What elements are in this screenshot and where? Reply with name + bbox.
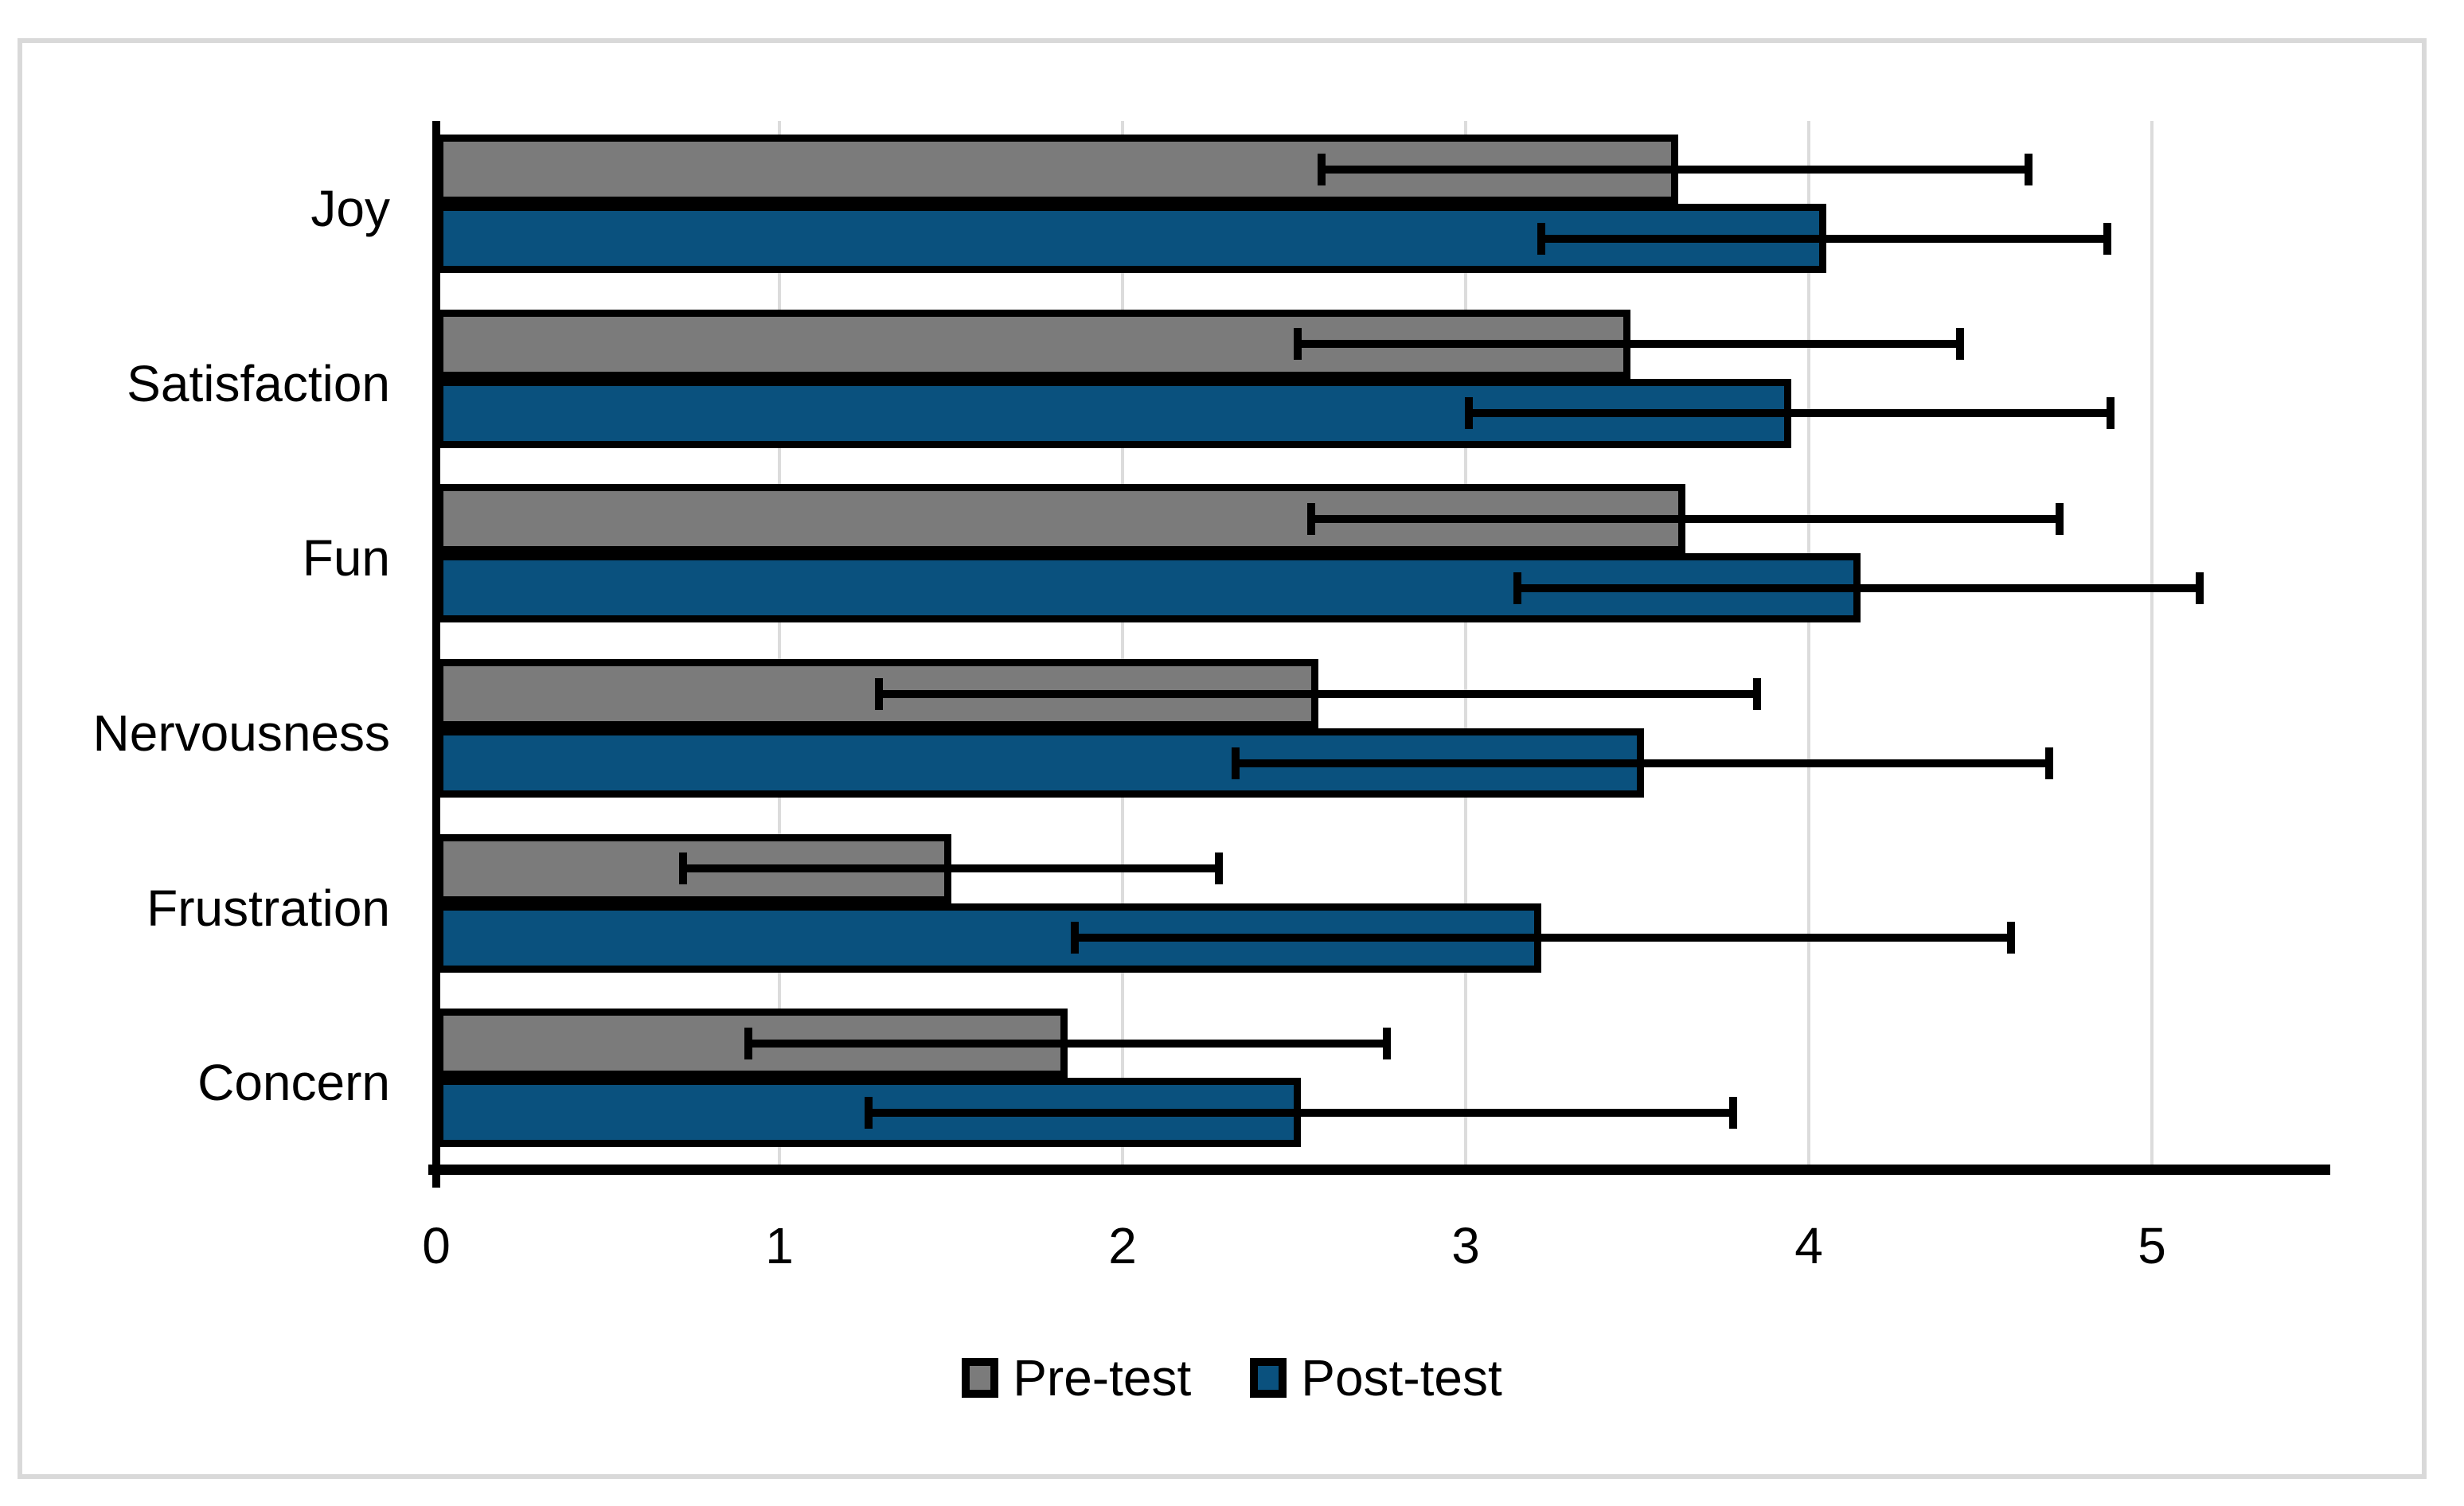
error-cap-low-pre-test-joy [1317, 153, 1326, 185]
error-cap-high-post-test-fun [2196, 572, 2204, 604]
category-label-satisfaction: Satisfaction [127, 354, 390, 412]
error-cap-high-post-test-joy [2103, 222, 2111, 255]
error-cap-high-pre-test-joy [2024, 153, 2033, 185]
tick-label-0: 0 [422, 1217, 451, 1274]
error-bar-post-test-fun [1517, 583, 2200, 592]
error-cap-low-post-test-frustration [1070, 922, 1079, 954]
category-axis-line [432, 121, 440, 1188]
legend-item-post-test: Post-test [1250, 1348, 1502, 1407]
error-bar-pre-test-frustration [683, 864, 1219, 873]
error-cap-low-pre-test-satisfaction [1293, 328, 1302, 361]
error-cap-high-post-test-nervousness [2044, 747, 2053, 779]
error-bar-pre-test-concern [748, 1039, 1387, 1048]
gridline-1 [778, 121, 781, 1170]
error-cap-low-post-test-nervousness [1232, 747, 1240, 779]
bar-pre-test-joy [436, 135, 1679, 204]
category-label-fun: Fun [302, 529, 390, 587]
error-cap-high-pre-test-fun [2055, 502, 2064, 535]
error-cap-high-pre-test-satisfaction [1955, 328, 1964, 361]
error-bar-post-test-satisfaction [1469, 409, 2111, 418]
error-bar-post-test-joy [1540, 234, 2107, 243]
error-bar-pre-test-fun [1311, 514, 2060, 523]
error-bar-post-test-frustration [1074, 934, 2012, 942]
legend-item-pre-test: Pre-test [962, 1348, 1191, 1407]
error-cap-high-post-test-frustration [2007, 922, 2016, 954]
tick-label-2: 2 [1108, 1217, 1137, 1274]
gridline-5 [2150, 121, 2154, 1170]
error-bar-post-test-nervousness [1236, 759, 2049, 767]
value-axis-line [428, 1165, 2330, 1175]
legend: Pre-test Post-test [0, 1348, 2464, 1407]
error-bar-pre-test-satisfaction [1297, 340, 1960, 349]
error-cap-high-pre-test-concern [1382, 1027, 1391, 1059]
category-label-joy: Joy [310, 179, 390, 237]
gridline-2 [1121, 121, 1124, 1170]
gridline-3 [1464, 121, 1467, 1170]
error-cap-low-post-test-fun [1513, 572, 1521, 604]
tick-label-1: 1 [765, 1217, 794, 1274]
error-cap-high-pre-test-nervousness [1753, 677, 1762, 710]
legend-swatch-post-test [1250, 1358, 1287, 1398]
tick-label-4: 4 [1794, 1217, 1823, 1274]
error-cap-low-pre-test-frustration [679, 852, 688, 885]
error-cap-low-pre-test-fun [1307, 502, 1316, 535]
error-bar-pre-test-joy [1321, 165, 2029, 174]
error-cap-high-pre-test-frustration [1214, 852, 1223, 885]
error-cap-high-post-test-concern [1729, 1096, 1738, 1129]
category-label-concern: Concern [197, 1054, 390, 1112]
tick-label-3: 3 [1451, 1217, 1480, 1274]
legend-label-post-test: Post-test [1301, 1349, 1502, 1407]
error-cap-low-post-test-concern [865, 1096, 873, 1129]
error-bar-post-test-concern [869, 1108, 1734, 1117]
legend-label-pre-test: Pre-test [1013, 1349, 1192, 1407]
category-label-frustration: Frustration [146, 879, 390, 937]
tick-label-5: 5 [2138, 1217, 2166, 1274]
error-cap-low-pre-test-concern [744, 1027, 753, 1059]
error-cap-high-post-test-satisfaction [2107, 397, 2115, 430]
error-cap-low-pre-test-nervousness [874, 677, 883, 710]
error-cap-low-post-test-joy [1537, 222, 1545, 255]
legend-swatch-pre-test [962, 1358, 999, 1398]
bar-post-test-frustration [436, 903, 1541, 973]
category-label-nervousness: Nervousness [92, 704, 391, 762]
error-bar-pre-test-nervousness [878, 689, 1758, 698]
error-cap-low-post-test-satisfaction [1465, 397, 1474, 430]
gridline-4 [1807, 121, 1810, 1170]
